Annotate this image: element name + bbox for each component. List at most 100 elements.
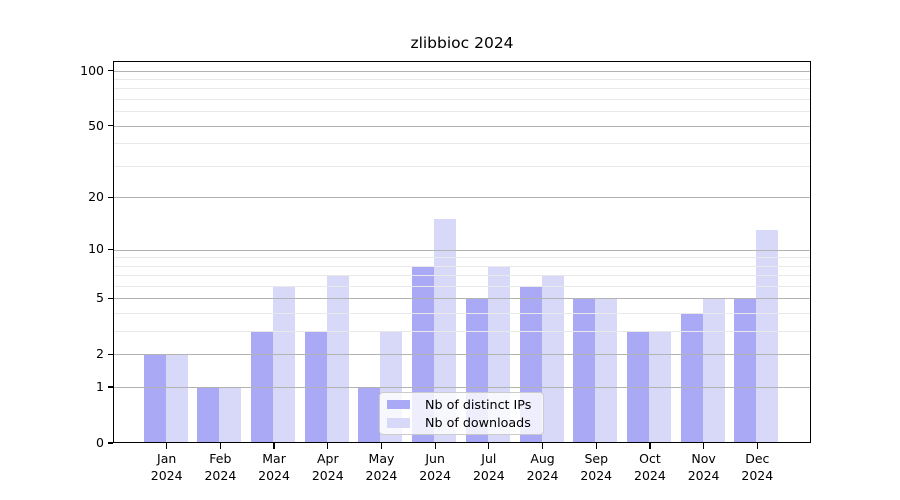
chart-title: zlibbioc 2024 xyxy=(410,34,514,52)
x-tick-mark-oct xyxy=(649,443,651,449)
y-tick-mark-100 xyxy=(108,69,113,72)
x-tick-year-jul: 2024 xyxy=(472,468,505,483)
x-tick-mark-mar xyxy=(273,443,275,449)
x-tick-label-aug: Aug 2024 xyxy=(515,450,571,484)
x-tick-label-apr: Apr 2024 xyxy=(300,450,356,484)
x-tick-month-aug: Aug xyxy=(530,451,555,466)
x-tick-year-sep: 2024 xyxy=(580,468,613,483)
y-tick-mark-0 xyxy=(108,442,113,444)
x-tick-label-jul: Jul 2024 xyxy=(461,450,517,484)
x-tick-month-dec: Dec xyxy=(745,451,770,466)
bar-oct-nb-of-downloads xyxy=(648,331,671,443)
bar-sep-nb-of-distinct-ips xyxy=(573,298,596,443)
gridline-minor-90 xyxy=(113,78,811,80)
x-tick-mark-nov xyxy=(702,443,705,449)
x-tick-month-jun: Jun xyxy=(425,451,445,466)
y-tick-mark-50 xyxy=(108,125,113,127)
bar-sep-nb-of-downloads xyxy=(595,298,618,443)
legend-item-distinct-ips: Nb of distinct IPs xyxy=(380,395,543,414)
x-tick-label-may: May 2024 xyxy=(353,450,409,484)
legend-label-distinct-ips: Nb of distinct IPs xyxy=(425,396,532,412)
bar-apr-nb-of-distinct-ips xyxy=(304,331,327,443)
x-tick-year-aug: 2024 xyxy=(526,468,559,483)
bar-feb-nb-of-downloads xyxy=(219,387,242,443)
x-tick-year-apr: 2024 xyxy=(311,468,344,483)
gridlines-layer xyxy=(113,61,811,443)
gridline-major-10 xyxy=(113,249,811,251)
x-tick-label-oct: Oct 2024 xyxy=(622,450,678,484)
x-tick-year-oct: 2024 xyxy=(634,468,666,483)
x-tick-year-nov: 2024 xyxy=(687,468,720,483)
gridline-major-2 xyxy=(113,354,811,356)
gridline-minor-40 xyxy=(113,143,811,145)
y-tick-mark-10 xyxy=(108,248,113,251)
bar-aug-nb-of-downloads xyxy=(541,275,564,443)
y-tick-label-1: 1 xyxy=(96,379,104,395)
x-tick-year-jan: 2024 xyxy=(150,468,183,483)
y-tick-label-10: 10 xyxy=(88,241,104,257)
x-tick-label-dec: Dec 2024 xyxy=(729,450,785,484)
gridline-major-5 xyxy=(113,298,811,300)
y-tick-label-5: 5 xyxy=(96,290,104,306)
x-tick-month-nov: Nov xyxy=(691,451,716,466)
y-tick-mark-2 xyxy=(108,353,113,355)
gridline-minor-70 xyxy=(113,98,811,100)
gridline-minor-8 xyxy=(113,265,811,267)
gridline-major-20 xyxy=(113,197,811,199)
gridline-minor-4 xyxy=(113,313,811,315)
x-tick-label-jan: Jan 2024 xyxy=(139,450,195,484)
bar-jan-nb-of-downloads xyxy=(165,354,188,443)
y-tick-label-50: 50 xyxy=(88,117,104,133)
x-tick-mark-jul xyxy=(488,443,490,449)
legend-swatch-distinct-ips xyxy=(387,399,410,409)
x-tick-label-feb: Feb 2024 xyxy=(192,450,248,484)
bar-jan-nb-of-distinct-ips xyxy=(143,354,166,443)
x-tick-year-mar: 2024 xyxy=(258,468,290,483)
legend-label-downloads: Nb of downloads xyxy=(425,415,531,431)
x-tick-label-sep: Sep 2024 xyxy=(568,450,624,484)
y-tick-label-2: 2 xyxy=(96,346,104,362)
y-tick-label-20: 20 xyxy=(88,189,104,205)
y-tick-label-0: 0 xyxy=(96,435,104,450)
x-tick-year-feb: 2024 xyxy=(204,468,237,483)
y-tick-label-100: 100 xyxy=(80,62,104,78)
gridline-minor-9 xyxy=(113,257,811,259)
bar-mar-nb-of-downloads xyxy=(273,285,296,443)
gridline-minor-30 xyxy=(113,165,811,167)
bar-may-nb-of-distinct-ips xyxy=(358,387,381,443)
gridline-minor-80 xyxy=(113,88,811,90)
x-tick-label-nov: Nov 2024 xyxy=(676,450,732,484)
gridline-minor-6 xyxy=(113,285,811,287)
y-tick-mark-20 xyxy=(108,196,113,198)
bar-feb-nb-of-distinct-ips xyxy=(197,387,220,443)
gridline-major-50 xyxy=(113,125,811,127)
x-tick-month-feb: Feb xyxy=(209,451,232,466)
plot-area xyxy=(113,61,811,443)
x-tick-mark-sep xyxy=(595,443,597,449)
x-tick-month-may: May xyxy=(368,451,395,466)
x-tick-month-jan: Jan xyxy=(157,451,177,466)
bar-mar-nb-of-distinct-ips xyxy=(251,331,274,443)
x-tick-year-may: 2024 xyxy=(365,468,398,483)
gridline-minor-60 xyxy=(113,111,811,113)
x-tick-mark-aug xyxy=(541,443,544,449)
gridline-minor-7 xyxy=(113,275,811,277)
x-tick-label-mar: Mar 2024 xyxy=(246,450,302,484)
x-tick-mark-apr xyxy=(327,443,329,449)
x-tick-month-mar: Mar xyxy=(262,451,286,466)
bar-nov-nb-of-downloads xyxy=(702,298,725,443)
y-tick-mark-5 xyxy=(108,297,113,300)
bar-oct-nb-of-distinct-ips xyxy=(626,331,649,443)
x-tick-label-jun: Jun 2024 xyxy=(407,450,463,484)
y-tick-mark-1 xyxy=(108,386,113,388)
x-tick-month-sep: Sep xyxy=(584,451,608,466)
gridline-major-1 xyxy=(113,387,811,389)
gridline-major-100 xyxy=(113,70,811,72)
x-tick-mark-jan xyxy=(166,443,168,449)
x-tick-year-dec: 2024 xyxy=(741,468,774,483)
x-tick-mark-dec xyxy=(756,443,758,449)
x-tick-month-jul: Jul xyxy=(481,451,497,466)
x-tick-mark-jun xyxy=(434,443,436,449)
bar-dec-nb-of-downloads xyxy=(756,229,779,443)
legend-swatch-downloads xyxy=(387,418,410,428)
